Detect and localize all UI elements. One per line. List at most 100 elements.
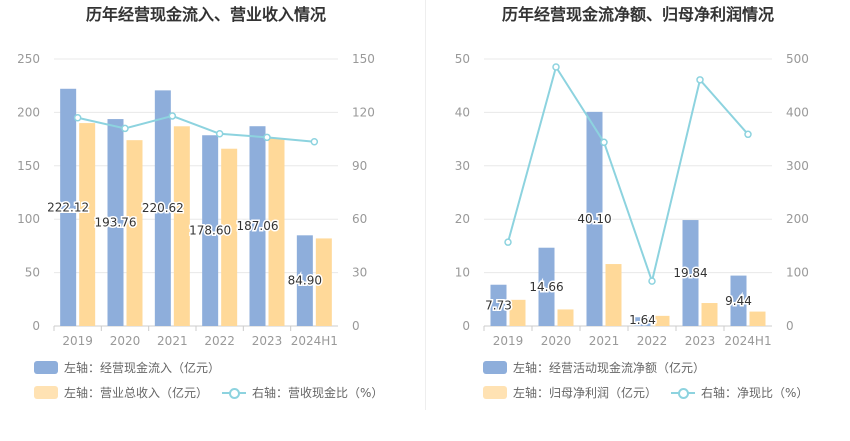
y-right-tick-label: 90 bbox=[352, 159, 367, 173]
bar-data-label: 19.84 bbox=[673, 266, 707, 280]
bar-series2 bbox=[126, 140, 143, 326]
y-left-tick-label: 100 bbox=[17, 212, 40, 226]
chart-cashflow-revenue: 历年经营现金流入、营业收入情况 250 150 200 120 150 90 100 60 50 3… bbox=[17, 5, 375, 348]
bar-data-label: 84.90 bbox=[288, 274, 322, 288]
legend-label: 左轴：营业总收入（亿元） bbox=[64, 386, 209, 400]
line-point bbox=[121, 124, 129, 133]
bar-data-label: 222.12 bbox=[47, 200, 89, 214]
x-tick-label: 2019 bbox=[62, 334, 93, 348]
y-left-tick-label: 10 bbox=[455, 266, 470, 280]
bar-series2 bbox=[173, 126, 190, 326]
x-tick-label: 2019 bbox=[493, 334, 524, 348]
bar-series2 bbox=[221, 148, 238, 326]
legend-label: 右轴：净现比（%） bbox=[701, 386, 809, 400]
x-tick-label: 2022 bbox=[637, 334, 668, 348]
y-right-tick-label: 300 bbox=[786, 159, 809, 173]
legend-label: 左轴：归母净利润（亿元） bbox=[513, 386, 658, 400]
bar-data-label: 193.76 bbox=[95, 216, 137, 230]
chart-title: 历年经营现金流净额、归母净利润情况 bbox=[502, 5, 774, 24]
y-left-tick-label: 50 bbox=[455, 52, 470, 66]
line-point bbox=[648, 277, 656, 285]
y-right-tick-label: 60 bbox=[352, 212, 367, 226]
line-point bbox=[73, 113, 82, 122]
legend-row-1: 左轴：经营活动现金流净额（亿元） bbox=[483, 359, 719, 376]
bar-series1 bbox=[296, 235, 313, 326]
x-tick-label: 2023 bbox=[252, 334, 283, 348]
y-right-tick-label: 200 bbox=[786, 212, 809, 226]
line-point bbox=[215, 130, 224, 138]
legend-item[interactable]: 右轴：营收现金比（%） bbox=[222, 384, 383, 401]
y-left-tick-label: 250 bbox=[17, 52, 40, 66]
bar-series2 bbox=[315, 238, 332, 326]
y-left-tick-label: 150 bbox=[17, 159, 40, 173]
x-tick-label: 2024H1 bbox=[724, 334, 771, 348]
x-tick-label: 2021 bbox=[589, 334, 620, 348]
bar-series1 bbox=[202, 135, 219, 326]
legend-label: 左轴：经营现金流入（亿元） bbox=[64, 361, 221, 375]
panel-divider bbox=[425, 0, 426, 410]
line-series bbox=[77, 114, 315, 143]
y-left-tick-label: 0 bbox=[462, 319, 470, 333]
line-series bbox=[507, 64, 749, 285]
bar-data-label: 7.73 bbox=[485, 298, 512, 312]
bar-series1 bbox=[682, 220, 699, 326]
legend-line-swatch bbox=[222, 386, 247, 399]
x-tick-label: 2024H1 bbox=[291, 334, 338, 348]
y-right-tick-label: 120 bbox=[352, 105, 375, 119]
y-right-tick-label: 100 bbox=[786, 266, 809, 280]
bar-series1 bbox=[490, 284, 507, 326]
bar-data-label: 14.66 bbox=[529, 280, 563, 294]
bar-series2 bbox=[79, 123, 96, 326]
legend-swatch bbox=[34, 386, 58, 399]
bar-series1 bbox=[249, 126, 266, 327]
legend-swatch bbox=[34, 361, 58, 374]
bar-series2 bbox=[749, 311, 766, 326]
y-right-tick-label: 150 bbox=[352, 52, 375, 66]
line-point bbox=[504, 238, 512, 246]
legend-swatch bbox=[483, 361, 507, 374]
legend-item[interactable]: 左轴：营业总收入（亿元） bbox=[34, 384, 208, 401]
y-right-tick-label: 500 bbox=[786, 52, 809, 66]
bar-data-label: 40.10 bbox=[577, 212, 611, 226]
bar-series2 bbox=[653, 315, 670, 326]
bar-series1 bbox=[538, 247, 555, 326]
bar-data-label: 220.62 bbox=[142, 201, 184, 215]
legend-item[interactable]: 左轴：经营活动现金流净额（亿元） bbox=[483, 359, 705, 376]
legend-item[interactable]: 左轴：经营现金流入（亿元） bbox=[34, 359, 220, 376]
bar-series2 bbox=[268, 138, 285, 326]
chart-title: 历年经营现金流入、营业收入情况 bbox=[86, 5, 326, 24]
bar-series1 bbox=[586, 111, 603, 326]
y-left-tick-label: 200 bbox=[17, 105, 40, 119]
line-point bbox=[744, 130, 752, 139]
bar-data-label: 187.06 bbox=[237, 219, 279, 233]
line-point bbox=[696, 76, 704, 84]
line-point bbox=[168, 112, 177, 120]
bar-data-label: 9.44 bbox=[725, 294, 752, 308]
right-chart-panel: 历年经营现金流净额、归母净利润情况 50 500 40 400 30 300 20 200 10 1… bbox=[425, 0, 850, 437]
legend-row-2: 左轴：归母净利润（亿元） 右轴：净现比（%） bbox=[483, 384, 822, 401]
y-right-tick-label: 400 bbox=[786, 105, 809, 119]
y-left-tick-label: 20 bbox=[455, 212, 470, 226]
x-tick-label: 2023 bbox=[685, 334, 716, 348]
bar-series2 bbox=[605, 264, 622, 326]
y-left-tick-label: 0 bbox=[32, 319, 40, 333]
line-point bbox=[552, 63, 560, 71]
bar-series2 bbox=[701, 303, 718, 326]
legend-label: 左轴：经营活动现金流净额（亿元） bbox=[513, 361, 706, 375]
bar-series1 bbox=[730, 275, 747, 326]
y-right-tick-label: 30 bbox=[352, 266, 367, 280]
legend-item[interactable]: 右轴：净现比（%） bbox=[671, 384, 808, 401]
bar-data-label: 178.60 bbox=[189, 224, 231, 238]
bar-series1 bbox=[60, 88, 77, 326]
y-right-tick-label: 0 bbox=[352, 319, 360, 333]
bar-series1 bbox=[154, 90, 171, 326]
legend-item[interactable]: 左轴：归母净利润（亿元） bbox=[483, 384, 657, 401]
x-tick-label: 2021 bbox=[157, 334, 188, 348]
y-left-tick-label: 40 bbox=[455, 105, 470, 119]
bar-series2 bbox=[509, 299, 526, 326]
left-chart-panel: 历年经营现金流入、营业收入情况 250 150 200 120 150 90 100 60 50 3… bbox=[0, 0, 425, 437]
bar-series1 bbox=[107, 119, 124, 326]
line-point bbox=[263, 133, 271, 142]
legend-swatch bbox=[483, 386, 507, 399]
